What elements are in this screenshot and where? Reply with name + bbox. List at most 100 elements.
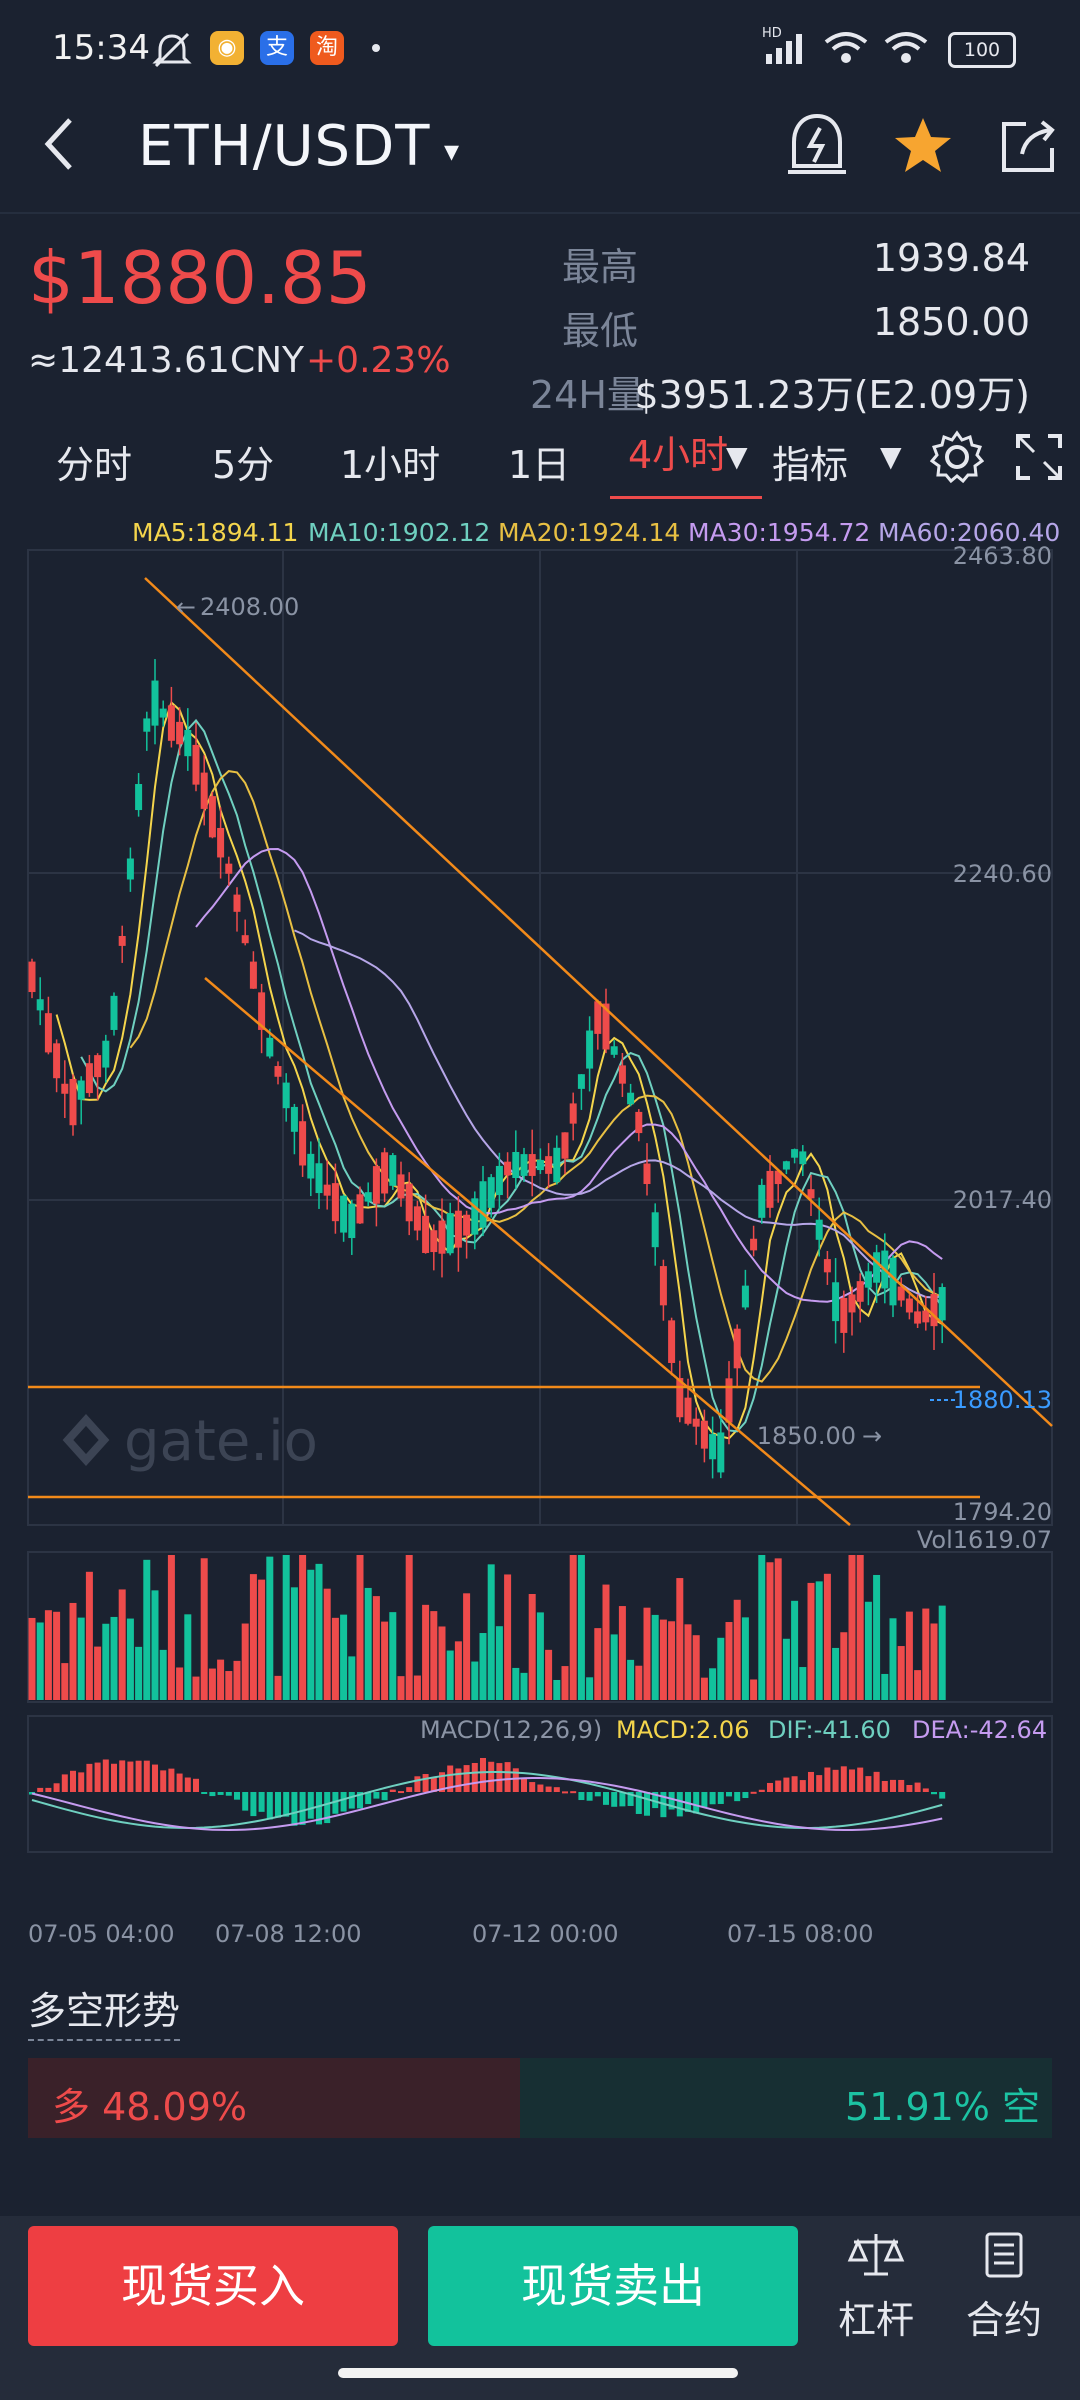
volume-bar	[610, 1634, 618, 1700]
x-label: 07-05 04:00	[28, 1920, 175, 1948]
spot-buy-button[interactable]: 现货买入	[28, 2226, 398, 2346]
macd-bar	[717, 1792, 724, 1804]
star-icon[interactable]	[893, 116, 953, 174]
tab-1hour[interactable]: 1小时	[340, 443, 441, 487]
macd-bar	[357, 1792, 363, 1809]
macd-bar	[504, 1762, 511, 1792]
candle-body	[684, 1397, 692, 1424]
candle-body	[422, 1215, 430, 1253]
volume-bar	[471, 1661, 479, 1700]
candle-body	[331, 1183, 339, 1222]
volume-bar	[241, 1623, 249, 1700]
ma30-line	[195, 848, 943, 1303]
pair-title[interactable]: ETH/USDT	[138, 114, 431, 179]
macd-bar	[898, 1779, 905, 1792]
candle-body	[528, 1154, 536, 1176]
spot-sell-button[interactable]: 现货卖出	[428, 2226, 798, 2346]
macd-bar	[816, 1775, 823, 1792]
volume-bar	[94, 1646, 102, 1700]
wifi-plus-icon	[824, 32, 868, 63]
y-label-bottom: 1794.20	[953, 1498, 1052, 1526]
y-label-top: 2463.80	[953, 542, 1052, 570]
volume-bar	[397, 1676, 405, 1700]
macd-bar	[521, 1778, 527, 1792]
ma5-line	[55, 700, 943, 1440]
macd-bar	[193, 1778, 199, 1792]
volume-bar	[659, 1619, 667, 1700]
candle-body	[315, 1163, 323, 1194]
volume-bar	[914, 1670, 922, 1700]
tab-4hour[interactable]: 4小时	[628, 433, 729, 474]
macd-bar	[348, 1792, 355, 1809]
macd-bar	[184, 1777, 191, 1792]
volume-bar	[930, 1623, 938, 1700]
macd-bar	[545, 1786, 552, 1792]
tab-more-chevron-icon[interactable]: ▼	[726, 440, 748, 473]
candle-body	[463, 1214, 471, 1236]
candle-body	[602, 1003, 610, 1050]
back-icon[interactable]	[40, 114, 80, 174]
volume-bar	[897, 1646, 905, 1700]
indicator-dropdown[interactable]: 指标	[772, 443, 849, 487]
macd-bar	[767, 1782, 773, 1792]
battery-icon: 100	[948, 32, 1016, 68]
volume-bar	[528, 1594, 536, 1700]
macd-bar	[406, 1787, 413, 1792]
candle-body	[381, 1152, 389, 1194]
more-notifications-icon	[372, 44, 380, 52]
candle-body	[536, 1159, 544, 1171]
chevron-down-icon[interactable]: ▾	[444, 134, 460, 169]
volume-bar	[454, 1641, 462, 1700]
share-icon[interactable]	[996, 114, 1060, 178]
candle-body	[586, 1030, 594, 1069]
volume-bar	[676, 1578, 684, 1700]
price-alert-icon[interactable]	[782, 110, 852, 182]
weibo-app-icon: ◉	[210, 31, 244, 65]
battery-level: 100	[963, 39, 1001, 61]
macd-bar	[78, 1772, 85, 1792]
candle-body	[266, 1037, 274, 1057]
volume-bar	[774, 1558, 782, 1700]
candle-body	[668, 1320, 676, 1363]
ma5-legend: MA5:1894.11	[132, 518, 299, 547]
macd-bar	[939, 1792, 946, 1799]
macd-bar	[562, 1791, 568, 1794]
candle-body	[832, 1282, 840, 1322]
macd-bar	[586, 1792, 593, 1801]
kline-chart[interactable]: 2463.80 2240.60 2017.40 1794.20 gate.io …	[0, 540, 1080, 1960]
macd-bar	[840, 1766, 847, 1792]
volume-bar	[331, 1617, 339, 1700]
tab-1day[interactable]: 1日	[508, 443, 571, 487]
volume-bar	[102, 1623, 110, 1700]
indicator-chevron-icon[interactable]: ▼	[880, 440, 902, 473]
volume-bar	[217, 1659, 225, 1700]
candle-body	[44, 1013, 52, 1053]
macd-bar	[922, 1788, 929, 1792]
settings-gear-icon[interactable]	[930, 430, 984, 484]
volume-bar	[618, 1606, 626, 1700]
volume-bar	[832, 1647, 840, 1700]
tab-active-underline	[610, 496, 762, 499]
long-short-title[interactable]: 多空形势	[28, 1980, 181, 2041]
fullscreen-icon[interactable]	[1014, 432, 1064, 482]
candle-body	[323, 1184, 331, 1196]
macd-bar	[775, 1780, 782, 1792]
candle-body	[782, 1161, 790, 1170]
macd-frame	[27, 1715, 1053, 1853]
tab-5min[interactable]: 5分	[212, 443, 275, 487]
tab-timeline[interactable]: 分时	[56, 443, 133, 487]
candle-body	[225, 863, 233, 874]
volume-bar	[823, 1573, 831, 1700]
candle-body	[700, 1420, 708, 1449]
macd-bar	[250, 1792, 257, 1817]
volume-bar	[807, 1582, 815, 1700]
contract-button[interactable]: 合约	[944, 2230, 1064, 2344]
volume-bar	[413, 1675, 421, 1700]
leverage-button[interactable]: 杠杆	[816, 2230, 936, 2344]
candle-body	[774, 1170, 782, 1185]
candle-body	[512, 1152, 520, 1178]
volume-bar	[536, 1612, 544, 1700]
volume-bar	[126, 1618, 134, 1700]
macd-bar	[168, 1768, 175, 1792]
high-label: 最高	[562, 245, 639, 289]
